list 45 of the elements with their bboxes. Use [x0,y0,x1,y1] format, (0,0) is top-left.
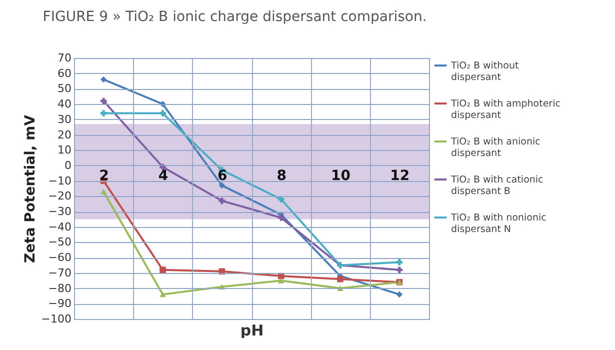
point [278,214,284,221]
x-tick-label: 4 [158,168,168,184]
point [100,76,107,83]
point [100,188,107,194]
point [218,182,226,189]
x-tick-label: 10 [331,168,351,184]
y-tick-label: 40 [58,98,72,111]
legend-label: TiO₂ B with amphoteric dispersant [450,98,560,121]
y-axis-title: Zeta Potential, mV [22,114,38,264]
point [218,198,226,204]
legend-label: TiO₂ B with nonionic dispersant N [450,212,546,235]
y-tick-label: −40 [48,220,72,234]
y-tick-label: 10 [58,144,72,157]
y-tick-label: 70 [58,52,72,64]
y-tick-label: −10 [48,174,72,188]
y-tick-label: −70 [48,266,72,280]
y-tick-label: 50 [58,82,72,96]
point [278,278,284,284]
point [337,276,344,282]
point [160,266,166,274]
point [160,292,166,298]
y-tick-label: −80 [48,282,72,295]
point [100,110,107,116]
y-tick-label: 0 [64,158,72,172]
y-tick-label: 20 [58,128,72,142]
x-tick-label: 12 [390,168,410,184]
y-tick-label: 30 [58,112,72,126]
y-tick-label: −50 [48,236,72,249]
point [396,291,403,298]
legend-label: TiO₂ B with cationic dispersant B [450,174,544,197]
y-tick-label: 60 [58,66,72,80]
point [100,98,107,104]
y-tick-label: −100 [41,312,72,326]
y-tick-label: −60 [48,251,72,264]
legend-label: TiO₂ B with anionic dispersant [450,136,540,159]
y-tick-label: −90 [48,297,72,310]
y-tick-label: −30 [48,205,72,218]
x-tick-label: 6 [218,168,228,184]
legend-label: TiO₂ B without dispersant [450,60,519,83]
point [396,259,403,266]
point [160,110,166,116]
x-tick-label: 8 [276,168,286,184]
chart-title: FIGURE 9 » TiO₂ B ionic charge dispersant comparison. [42,9,427,25]
point [396,266,403,274]
y-tick-label: −20 [48,190,72,203]
